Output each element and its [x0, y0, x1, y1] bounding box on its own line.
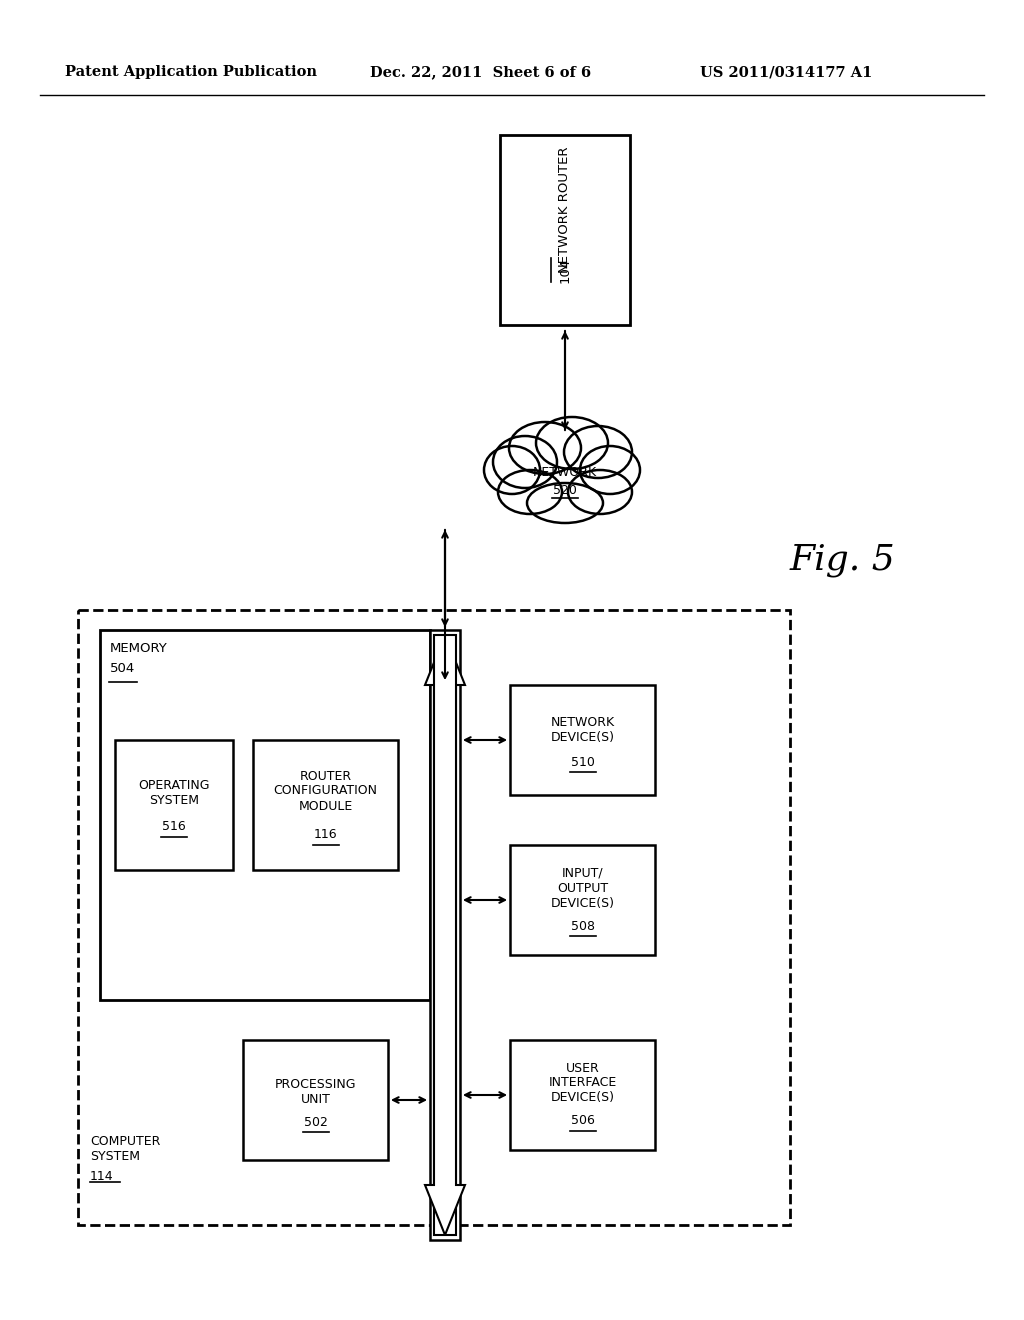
- Text: USER
INTERFACE
DEVICE(S): USER INTERFACE DEVICE(S): [549, 1061, 616, 1105]
- Text: 506: 506: [570, 1114, 595, 1127]
- Text: COMPUTER
SYSTEM: COMPUTER SYSTEM: [90, 1135, 161, 1163]
- Text: Dec. 22, 2011  Sheet 6 of 6: Dec. 22, 2011 Sheet 6 of 6: [370, 65, 591, 79]
- Text: 502: 502: [303, 1115, 328, 1129]
- Text: SYSTEM BUS 512: SYSTEM BUS 512: [440, 911, 454, 1019]
- Text: 516: 516: [162, 821, 186, 833]
- Ellipse shape: [489, 440, 561, 496]
- Ellipse shape: [521, 417, 609, 473]
- Text: OPERATING
SYSTEM: OPERATING SYSTEM: [138, 779, 210, 807]
- Text: 116: 116: [313, 829, 337, 842]
- Text: PROCESSING
UNIT: PROCESSING UNIT: [274, 1078, 356, 1106]
- Text: 104: 104: [558, 257, 571, 282]
- Text: US 2011/0314177 A1: US 2011/0314177 A1: [700, 65, 872, 79]
- Ellipse shape: [569, 440, 641, 496]
- Text: 504: 504: [110, 663, 135, 675]
- Text: 114: 114: [90, 1170, 114, 1183]
- Bar: [100, 630, 430, 1001]
- Ellipse shape: [554, 429, 626, 480]
- Ellipse shape: [496, 473, 560, 517]
- FancyArrow shape: [425, 635, 465, 1236]
- Bar: [510, 685, 655, 795]
- Text: NETWORK: NETWORK: [532, 466, 597, 479]
- Text: Patent Application Publication: Patent Application Publication: [65, 65, 317, 79]
- Text: NETWORK ROUTER: NETWORK ROUTER: [558, 147, 571, 273]
- Text: 520: 520: [553, 483, 577, 496]
- Bar: [430, 630, 460, 1239]
- Ellipse shape: [504, 429, 575, 480]
- Text: MEMORY: MEMORY: [110, 642, 168, 655]
- Bar: [78, 610, 790, 1225]
- Ellipse shape: [570, 473, 634, 517]
- Bar: [510, 1040, 655, 1150]
- Text: 508: 508: [570, 920, 595, 932]
- Bar: [500, 135, 630, 325]
- Text: Fig. 5: Fig. 5: [790, 543, 896, 577]
- Text: 510: 510: [570, 755, 595, 768]
- Ellipse shape: [507, 438, 623, 521]
- Text: ROUTER
CONFIGURATION
MODULE: ROUTER CONFIGURATION MODULE: [273, 770, 378, 813]
- Text: INPUT/
OUTPUT
DEVICE(S): INPUT/ OUTPUT DEVICE(S): [551, 866, 614, 909]
- Bar: [253, 741, 398, 870]
- Bar: [115, 741, 233, 870]
- Text: NETWORK
DEVICE(S): NETWORK DEVICE(S): [551, 715, 614, 744]
- Ellipse shape: [515, 477, 615, 524]
- Bar: [510, 845, 655, 954]
- Bar: [243, 1040, 388, 1160]
- FancyArrow shape: [425, 635, 465, 1236]
